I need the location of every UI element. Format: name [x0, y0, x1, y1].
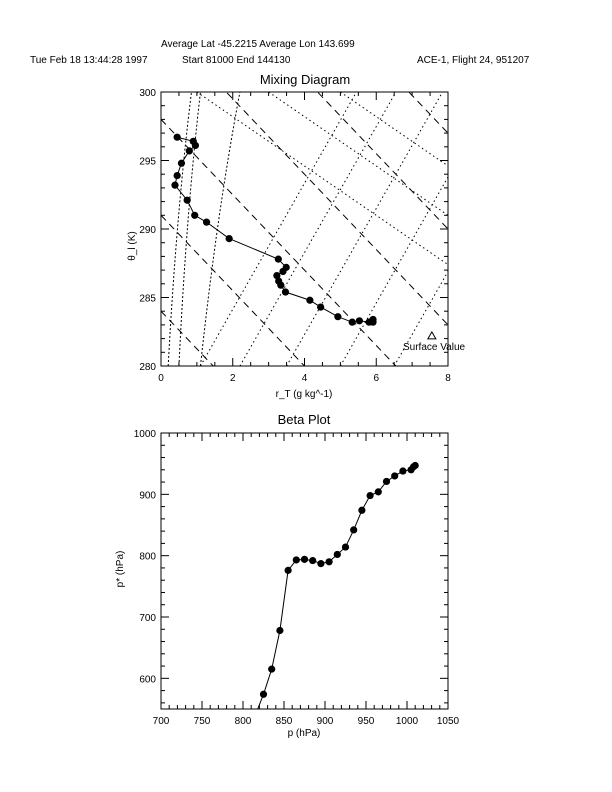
data-point [191, 211, 199, 219]
data-point [306, 296, 314, 304]
data-point [252, 712, 259, 719]
mixing-diagram-title: Mixing Diagram [259, 72, 351, 87]
data-point [341, 543, 350, 551]
y-tick-label: 900 [139, 490, 156, 501]
plot-frame [160, 91, 449, 367]
data-point [411, 461, 419, 470]
data-point [334, 313, 342, 321]
x-tick-label: 950 [358, 716, 375, 727]
guide-dotted-line [239, 92, 397, 366]
x-tick-label: 2 [230, 373, 236, 384]
data-point [279, 267, 287, 276]
data-point [259, 690, 268, 698]
x-tick-label: 0 [158, 373, 164, 384]
plot-area-0 [161, 0, 448, 366]
guide-dotted-line [393, 270, 448, 366]
y-tick-label: 800 [139, 552, 156, 563]
guide-dotted-line [286, 92, 444, 366]
x-tick-label: 6 [373, 373, 379, 384]
data-point [173, 133, 181, 141]
data-point [355, 317, 363, 325]
x-tick-label: 850 [276, 716, 293, 727]
x-tick-label: 1000 [396, 716, 419, 727]
y-axis-label: θ_l (K) [127, 231, 138, 260]
y-tick-label: 700 [139, 613, 156, 624]
data-point [366, 491, 374, 500]
date-time: Tue Feb 18 13:44:28 1997 [30, 55, 148, 66]
data-point [382, 477, 391, 486]
data-point [274, 255, 282, 263]
x-axis-label: p (hPa) [288, 728, 321, 739]
surface-value-label: Surface Value [403, 342, 466, 353]
average-position: Average Lat -45.2215 Average Lon 143.699 [161, 39, 355, 50]
data-point [183, 196, 191, 204]
x-tick-label: 4 [302, 373, 308, 384]
data-point [309, 556, 317, 565]
guide-dotted-line [268, 92, 448, 216]
data-point [284, 566, 292, 574]
y-tick-label: 600 [139, 674, 156, 685]
y-axis-label: p* (hPa) [115, 551, 126, 588]
data-point [177, 159, 186, 167]
saturation-curve [199, 92, 241, 366]
data-point [333, 550, 341, 559]
data-point [171, 181, 179, 189]
saturation-curve [167, 92, 192, 366]
guide-dotted-line [200, 92, 358, 366]
data-point [276, 626, 284, 635]
data-point [317, 303, 325, 311]
y-tick-label: 295 [139, 157, 156, 168]
data-point [374, 488, 382, 496]
y-tick-label: 285 [139, 294, 156, 305]
guide-dotted-line [340, 92, 448, 167]
plot-frame [160, 432, 449, 710]
time-range: Start 81000 End 144130 [182, 55, 291, 66]
x-tick-label: 1050 [437, 716, 460, 727]
data-point [277, 281, 285, 289]
y-tick-label: 280 [139, 362, 156, 373]
data-point [202, 218, 211, 226]
surface-value-marker [426, 330, 437, 340]
x-tick-label: 900 [317, 716, 334, 727]
guide-dashed-line [316, 92, 448, 230]
saturation-curve [178, 92, 201, 366]
data-point [350, 526, 358, 534]
guide-dashed-line [161, 0, 448, 37]
data-point [225, 234, 233, 243]
data-point [273, 271, 281, 280]
x-axis-label: r_T (g kg^-1) [276, 389, 333, 400]
data-point [317, 560, 325, 568]
data-point [185, 147, 193, 155]
beta-plot-title: Beta Plot [277, 412, 331, 427]
guide-dashed-line [161, 310, 214, 366]
data-point [358, 506, 366, 514]
data-point [191, 141, 200, 150]
x-tick-label: 700 [153, 716, 170, 727]
guide-dashed-line [225, 92, 448, 326]
x-tick-label: 8 [445, 373, 451, 384]
data-point [348, 318, 356, 326]
x-tick-label: 750 [194, 716, 211, 727]
data-point [369, 318, 377, 326]
guide-dashed-line [408, 92, 448, 134]
guide-dotted-line [339, 175, 448, 366]
x-tick-label: 800 [235, 716, 252, 727]
data-point [300, 555, 309, 563]
data-point [281, 288, 290, 296]
guide-dashed-line [161, 119, 397, 366]
data-point [325, 558, 333, 566]
series-line [257, 465, 416, 709]
flight-info: ACE-1, Flight 24, 951207 [417, 55, 530, 66]
guide-dotted-line [196, 92, 448, 266]
data-point [173, 171, 181, 180]
data-point [292, 556, 300, 564]
data-point [268, 665, 276, 673]
plot-area-1 [252, 461, 419, 719]
data-point [399, 467, 407, 475]
y-tick-label: 290 [139, 225, 156, 236]
data-point [391, 472, 399, 480]
y-tick-label: 1000 [134, 429, 157, 440]
y-tick-label: 300 [139, 88, 156, 99]
